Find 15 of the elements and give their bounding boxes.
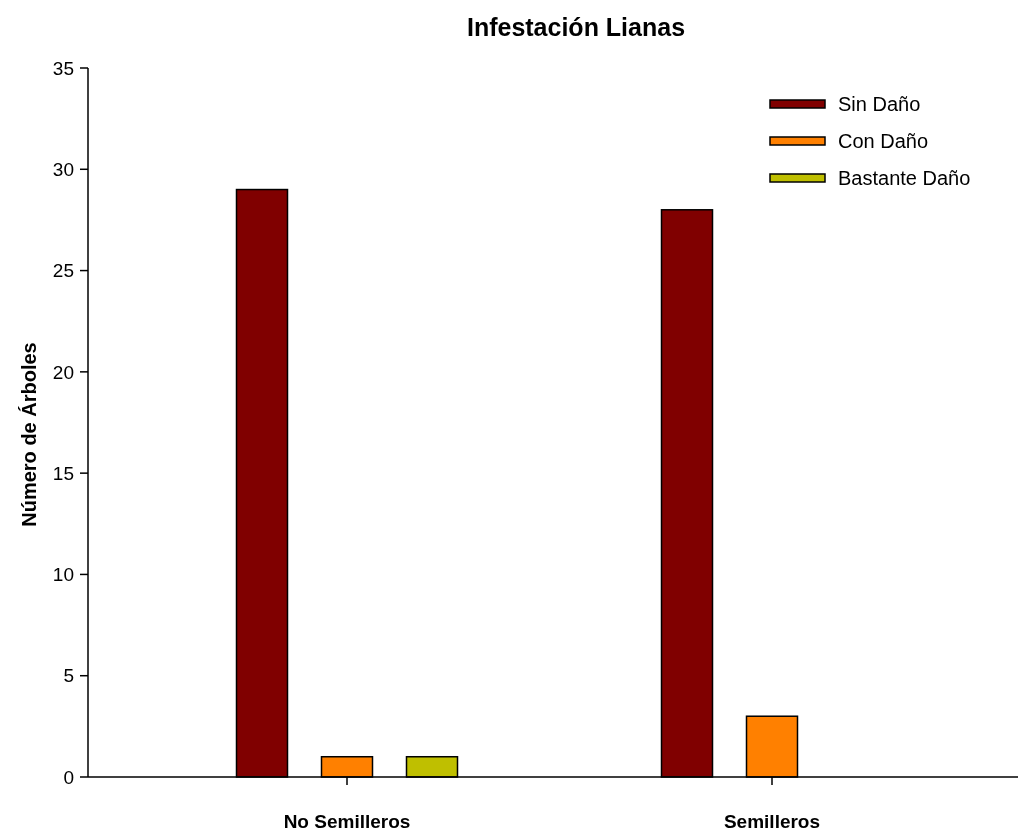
y-tick-label: 30 — [52, 158, 74, 180]
y-tick-label: 10 — [52, 564, 74, 586]
x-tick-label: No Semilleros — [283, 811, 411, 832]
y-tick-label: 35 — [52, 57, 74, 79]
legend-label: Sin Daño — [838, 93, 921, 115]
y-tick-label: 5 — [63, 665, 74, 687]
y-tick-label: 20 — [52, 361, 74, 383]
chart-title: Infestación Lianas — [466, 13, 686, 41]
y-tick-label: 15 — [52, 462, 74, 484]
y-tick-label: 25 — [52, 260, 74, 282]
legend-label: Bastante Daño — [838, 167, 971, 189]
legend-label: Con Daño — [838, 130, 929, 152]
x-tick-label: Semilleros — [723, 811, 821, 832]
y-tick-label: 0 — [63, 766, 74, 788]
y-axis-title: Número de Árboles — [18, 342, 40, 527]
